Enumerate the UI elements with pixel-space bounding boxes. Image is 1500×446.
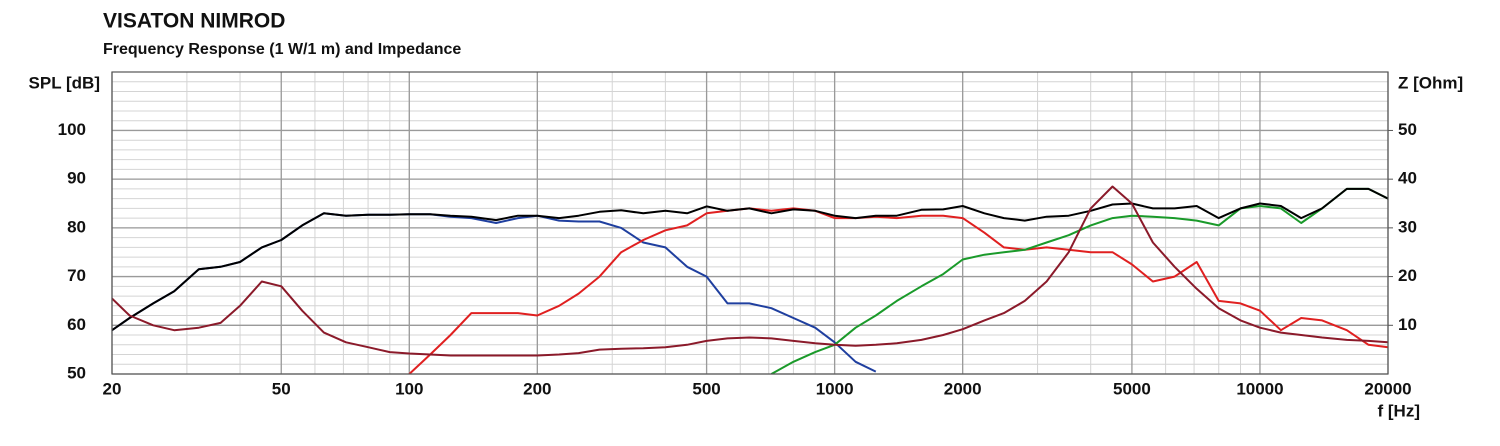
x-axis-label: f [Hz] bbox=[1378, 401, 1420, 420]
y2-axis-label: Z [Ohm] bbox=[1398, 73, 1463, 92]
y2-tick-label: 50 bbox=[1398, 120, 1417, 139]
y-tick-label: 90 bbox=[67, 169, 86, 188]
y-tick-label: 100 bbox=[58, 120, 86, 139]
y-tick-label: 80 bbox=[67, 217, 86, 236]
x-tick-label: 5000 bbox=[1113, 379, 1151, 398]
response-line bbox=[112, 187, 1388, 332]
y2-tick-label: 40 bbox=[1398, 169, 1417, 188]
chart-subtitle: Frequency Response (1 W/1 m) and Impedan… bbox=[103, 41, 461, 58]
chart-title: VISATON NIMROD bbox=[103, 10, 285, 33]
x-tick-label: 20 bbox=[103, 379, 122, 398]
plot-area bbox=[112, 185, 1388, 374]
x-tick-label: 200 bbox=[523, 379, 551, 398]
response-line bbox=[112, 212, 877, 373]
response-line bbox=[408, 207, 1388, 374]
x-tick-label: 50 bbox=[272, 379, 291, 398]
x-tick-label: 100 bbox=[395, 379, 423, 398]
y2-tick-label: 20 bbox=[1398, 266, 1417, 285]
grid bbox=[111, 72, 1389, 375]
y-axis-label: SPL [dB] bbox=[29, 73, 100, 92]
x-tick-label: 1000 bbox=[816, 379, 854, 398]
y-tick-label: 50 bbox=[67, 363, 86, 382]
x-tick-label: 500 bbox=[692, 379, 720, 398]
y2-tick-label: 30 bbox=[1398, 217, 1417, 236]
response-line bbox=[112, 185, 1388, 357]
y-tick-label: 70 bbox=[67, 266, 86, 285]
x-tick-label: 10000 bbox=[1236, 379, 1283, 398]
plot-frame bbox=[111, 71, 1389, 375]
y2-tick-label: 10 bbox=[1398, 315, 1417, 334]
x-tick-label: 20000 bbox=[1364, 379, 1411, 398]
x-tick-label: 2000 bbox=[944, 379, 982, 398]
y-tick-label: 60 bbox=[67, 315, 86, 334]
